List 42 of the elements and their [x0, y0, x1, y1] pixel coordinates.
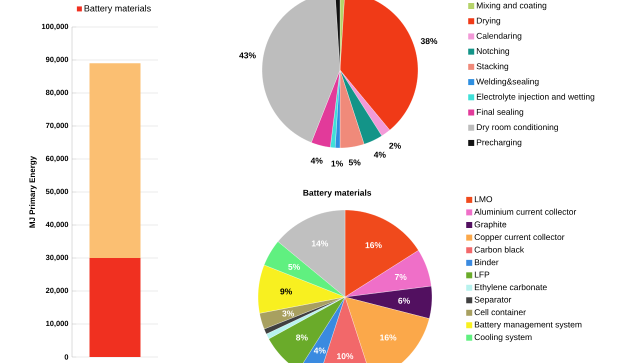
- legend-label: Precharging: [476, 139, 522, 148]
- legend-label: Dry room conditioning: [476, 124, 558, 132]
- data-label: 5%: [348, 159, 361, 166]
- legend-label: Ethylene carbonate: [474, 284, 547, 292]
- legend-label: Aluminium current collector: [474, 208, 576, 215]
- legend-label: Stacking: [476, 63, 508, 71]
- legend-label: Notching: [476, 48, 510, 56]
- legend-label: Drying: [476, 17, 500, 26]
- data-label: 5%: [288, 264, 300, 270]
- legend-label: Binder: [474, 259, 499, 266]
- data-label: 9%: [280, 288, 292, 294]
- data-label: 10%: [337, 353, 354, 360]
- legend-label: LFP: [474, 272, 490, 278]
- legend-label: Welding&sealing: [476, 78, 539, 86]
- legend-label: Separator: [474, 296, 512, 304]
- legend-label: Cooling system: [474, 334, 532, 342]
- legend-label: Battery materials: [84, 4, 151, 14]
- data-label: 3%: [282, 310, 294, 317]
- data-label: 16%: [366, 242, 382, 248]
- legend-label: Final sealing: [476, 108, 524, 117]
- legend-label: Battery management system: [474, 322, 582, 330]
- data-label: 8%: [296, 334, 308, 340]
- data-label: 4%: [314, 348, 326, 354]
- data-label: 6%: [398, 298, 410, 304]
- data-label: 16%: [380, 334, 396, 340]
- data-label: 14%: [312, 240, 328, 246]
- data-label: 38%: [420, 38, 438, 44]
- data-label: 2%: [389, 142, 401, 149]
- legend-label: Carbon black: [474, 246, 524, 253]
- legend-label: Copper current collector: [474, 234, 564, 242]
- data-label: 1%: [331, 160, 343, 167]
- legend-label: Graphite: [474, 221, 506, 230]
- legend-label: Calendaring: [476, 32, 522, 41]
- legend-label: Electrolyte injection and wetting: [476, 93, 594, 102]
- legend-label: Cell container: [474, 308, 526, 316]
- legend-label: Mixing and coating: [476, 2, 546, 10]
- chart-title: Battery materials: [303, 190, 372, 198]
- data-label: 4%: [310, 158, 323, 164]
- data-label: 7%: [394, 274, 407, 280]
- data-label: 43%: [239, 52, 256, 58]
- data-label: 4%: [374, 152, 386, 158]
- legend-label: LMO: [474, 196, 492, 202]
